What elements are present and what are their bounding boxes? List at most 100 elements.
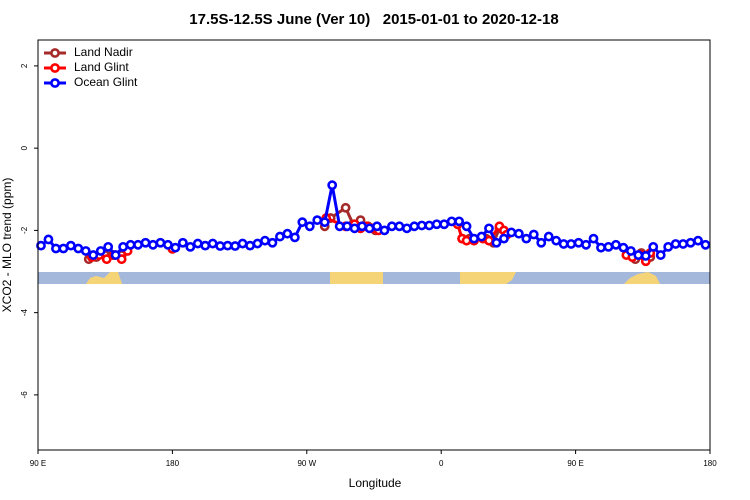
x-tick-label: 90 W bbox=[297, 459, 316, 468]
point bbox=[252, 238, 263, 249]
point bbox=[387, 221, 397, 232]
point bbox=[340, 202, 351, 213]
point bbox=[633, 250, 644, 260]
point bbox=[65, 240, 76, 251]
point bbox=[237, 238, 248, 249]
point bbox=[528, 229, 539, 240]
point bbox=[170, 242, 181, 253]
x-tick-label: 180 bbox=[166, 459, 180, 468]
legend-marker bbox=[50, 48, 60, 58]
point bbox=[118, 241, 129, 252]
point bbox=[43, 234, 54, 245]
point bbox=[521, 233, 532, 244]
chart-title: 17.5S-12.5S June (Ver 10) 2015-01-01 to … bbox=[189, 11, 558, 28]
point bbox=[148, 239, 158, 250]
point bbox=[588, 233, 599, 244]
point bbox=[140, 237, 151, 248]
y-tick-label: -4 bbox=[20, 309, 29, 317]
point bbox=[543, 231, 554, 242]
point bbox=[319, 217, 330, 228]
point bbox=[648, 241, 659, 252]
point bbox=[304, 221, 315, 232]
point bbox=[461, 221, 472, 232]
point bbox=[566, 239, 577, 249]
point bbox=[685, 237, 696, 248]
y-tick-label: -6 bbox=[20, 391, 29, 399]
point bbox=[506, 227, 517, 238]
point bbox=[215, 241, 226, 251]
point bbox=[207, 238, 218, 249]
point bbox=[491, 237, 502, 248]
point bbox=[416, 220, 427, 231]
y-tick-label: -2 bbox=[20, 226, 29, 234]
point bbox=[334, 221, 345, 232]
point bbox=[282, 228, 293, 239]
point bbox=[513, 228, 524, 239]
plot-frame bbox=[37, 39, 711, 451]
point bbox=[461, 235, 472, 246]
point bbox=[484, 235, 494, 246]
legend-label: Land Glint bbox=[74, 60, 129, 74]
point bbox=[439, 219, 450, 230]
x-tick-label: 90 E bbox=[567, 459, 583, 468]
point bbox=[618, 242, 629, 253]
point bbox=[693, 235, 703, 246]
point bbox=[581, 239, 591, 250]
point bbox=[110, 250, 121, 260]
point bbox=[312, 215, 323, 226]
point bbox=[551, 235, 562, 246]
point bbox=[424, 220, 435, 231]
point bbox=[670, 239, 681, 249]
point bbox=[499, 233, 509, 244]
land-mask bbox=[38, 272, 710, 284]
point bbox=[95, 246, 106, 256]
point bbox=[80, 246, 91, 256]
point bbox=[349, 223, 360, 234]
legend-label: Land Nadir bbox=[74, 45, 133, 59]
point bbox=[133, 239, 143, 250]
point bbox=[431, 219, 442, 230]
point bbox=[372, 221, 382, 232]
point bbox=[611, 239, 621, 250]
point bbox=[185, 241, 196, 252]
point bbox=[446, 216, 457, 227]
point bbox=[655, 250, 666, 260]
land-shape bbox=[86, 272, 122, 284]
point bbox=[200, 240, 211, 251]
point bbox=[177, 237, 188, 248]
land-shape bbox=[624, 272, 660, 284]
point bbox=[103, 241, 114, 252]
point bbox=[267, 237, 278, 248]
point bbox=[603, 241, 614, 252]
point bbox=[192, 238, 203, 249]
point bbox=[51, 243, 61, 254]
point bbox=[678, 239, 689, 249]
point bbox=[700, 239, 711, 250]
point bbox=[625, 246, 636, 256]
point bbox=[640, 250, 651, 261]
point bbox=[663, 241, 674, 252]
point bbox=[245, 240, 255, 251]
point bbox=[73, 243, 84, 254]
point bbox=[558, 239, 569, 249]
point bbox=[342, 221, 353, 232]
x-axis-label: Longitude bbox=[349, 476, 402, 490]
point bbox=[476, 231, 487, 242]
point bbox=[484, 223, 494, 234]
point bbox=[275, 231, 285, 242]
y-tick-label: 2 bbox=[20, 63, 29, 68]
land-shape bbox=[330, 272, 383, 284]
point bbox=[260, 235, 270, 246]
x-tick-label: 90 E bbox=[30, 459, 46, 468]
point bbox=[469, 233, 479, 244]
y-tick-label: 0 bbox=[20, 145, 29, 150]
point bbox=[596, 242, 606, 253]
point bbox=[364, 223, 375, 234]
legend-label: Ocean Glint bbox=[74, 75, 138, 89]
land-shape bbox=[460, 272, 516, 284]
point bbox=[379, 225, 390, 236]
point bbox=[155, 237, 166, 248]
point bbox=[454, 216, 465, 227]
